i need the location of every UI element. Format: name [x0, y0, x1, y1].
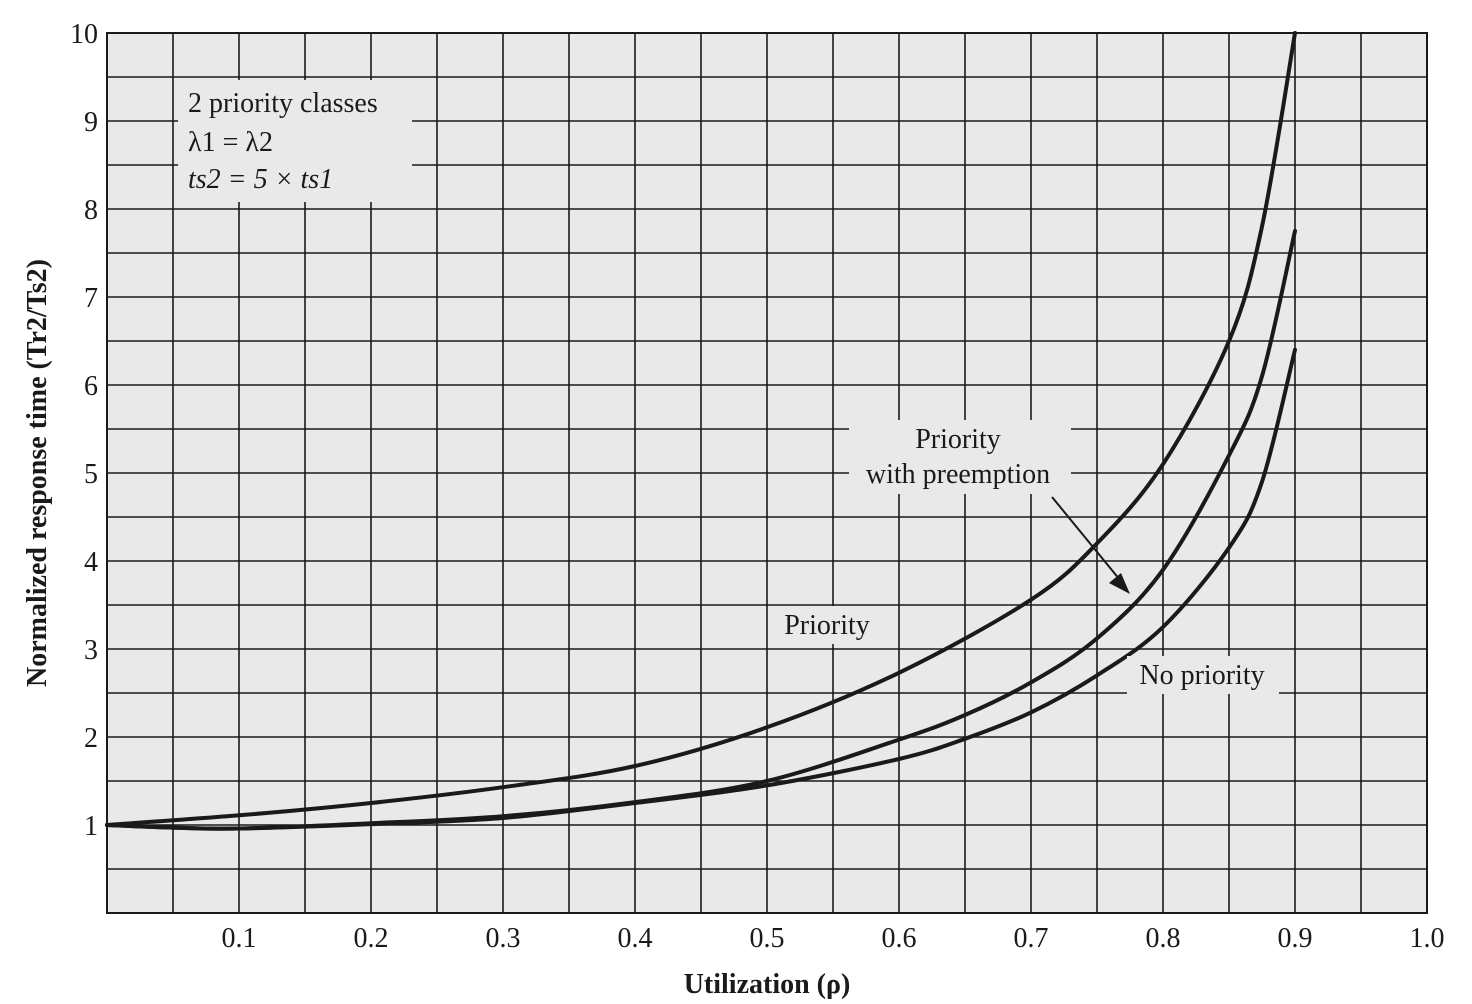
- x-tick-label: 0.3: [486, 923, 521, 954]
- plot-frame: [106, 32, 1428, 914]
- y-tick-label: 4: [84, 547, 98, 578]
- x-axis-ticks: 0.1 0.2 0.3 0.4 0.5 0.6 0.7 0.8 0.9 1.0: [222, 923, 1445, 954]
- conditions-line-3: ts2 = 5 × ts1: [188, 164, 333, 195]
- y-axis-ticks: 1 2 3 4 5 6 7 8 9 10: [70, 19, 98, 842]
- x-tick-label: 0.9: [1278, 923, 1313, 954]
- priority-label: Priority: [784, 610, 870, 641]
- y-tick-label: 1: [84, 811, 98, 842]
- x-tick-label: 0.8: [1146, 923, 1181, 954]
- conditions-line-2: λ1 = λ2: [188, 127, 273, 158]
- x-tick-label: 0.7: [1014, 923, 1049, 954]
- y-tick-label: 2: [84, 723, 98, 754]
- preemption-arrow: [1051, 496, 1130, 594]
- preemption-label-box: Priority with preemption: [849, 420, 1071, 494]
- conditions-line-1: 2 priority classes: [188, 88, 378, 119]
- y-tick-label: 5: [84, 459, 98, 490]
- y-tick-label: 6: [84, 371, 98, 402]
- x-tick-label: 0.5: [750, 923, 785, 954]
- conditions-box: 2 priority classes λ1 = λ2 ts2 = 5 × ts1: [178, 80, 412, 202]
- preemption-label-line-2: with preemption: [866, 459, 1050, 490]
- x-tick-label: 0.1: [222, 923, 257, 954]
- x-tick-label: 0.4: [618, 923, 653, 954]
- y-tick-label: 9: [84, 107, 98, 138]
- no-priority-label: No priority: [1139, 660, 1264, 691]
- x-axis-title: Utilization (ρ): [684, 969, 851, 1000]
- series-lines: [105, 31, 1297, 831]
- preemption-label-line-1: Priority: [915, 424, 1001, 455]
- y-tick-label: 8: [84, 195, 98, 226]
- x-tick-label: 1.0: [1410, 923, 1445, 954]
- priority-label-box: Priority: [774, 606, 880, 644]
- no-priority-label-box: No priority: [1127, 656, 1279, 694]
- series-line-priority-with-preemption: [105, 229, 1297, 831]
- x-tick-label: 0.2: [354, 923, 389, 954]
- x-tick-label: 0.6: [882, 923, 917, 954]
- y-axis-title: Normalized response time (Tr2/Ts2): [22, 259, 53, 687]
- y-tick-label: 7: [84, 283, 98, 314]
- y-tick-label: 10: [70, 19, 98, 50]
- series-line-priority: [105, 31, 1297, 827]
- y-tick-label: 3: [84, 635, 98, 666]
